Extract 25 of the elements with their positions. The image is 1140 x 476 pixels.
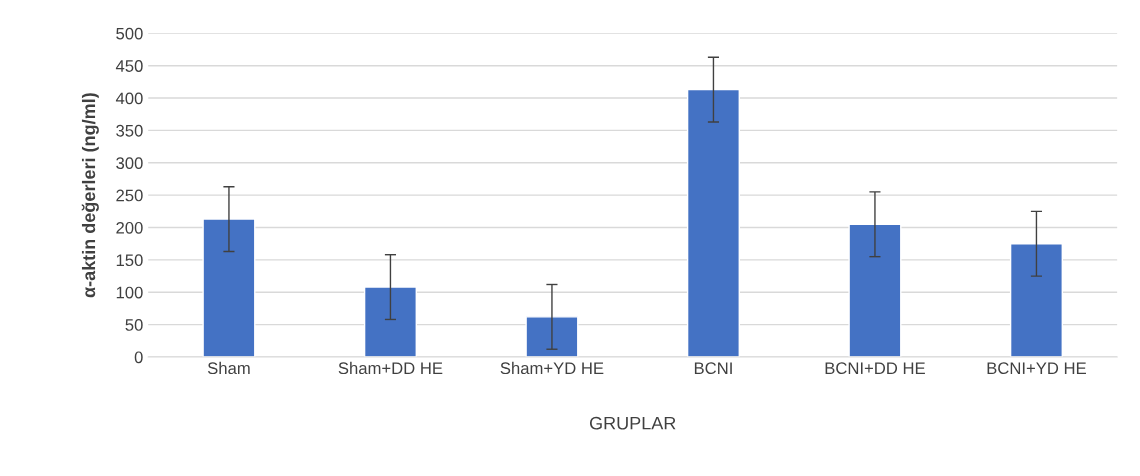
y-tick-label: 200 (116, 221, 143, 234)
y-tick-label: 150 (116, 254, 143, 267)
y-tick-label: 300 (116, 157, 143, 169)
bar (525, 316, 579, 357)
x-tick-label: BCNI+DD HE (825, 362, 925, 375)
y-tick-label: 100 (116, 286, 143, 299)
bar (686, 88, 740, 357)
y-tick-label: 350 (116, 124, 143, 137)
x-axis-title: GRUPLAR (589, 416, 676, 430)
bar (363, 286, 417, 357)
y-tick-label: 400 (115, 92, 143, 105)
y-axis-title: α-aktin değerleri (ng/ml) (81, 93, 99, 298)
y-tick-label: 450 (115, 60, 143, 72)
bar (202, 218, 256, 357)
y-tick-label: 50 (125, 319, 143, 331)
bar (848, 223, 902, 357)
x-tick-label: Sham+YD HE (500, 361, 604, 375)
y-tick-label: 500 (116, 27, 143, 40)
x-tick-label: BCNI+YD HE (987, 362, 1086, 375)
x-tick-label: Sham (207, 361, 250, 375)
x-tick-label: Sham+DD HE (338, 361, 443, 375)
y-tick-label: 250 (116, 189, 143, 202)
x-tick-label: BCNI (694, 362, 732, 375)
y-tick-label: 0 (134, 351, 143, 364)
bar (1009, 243, 1063, 357)
